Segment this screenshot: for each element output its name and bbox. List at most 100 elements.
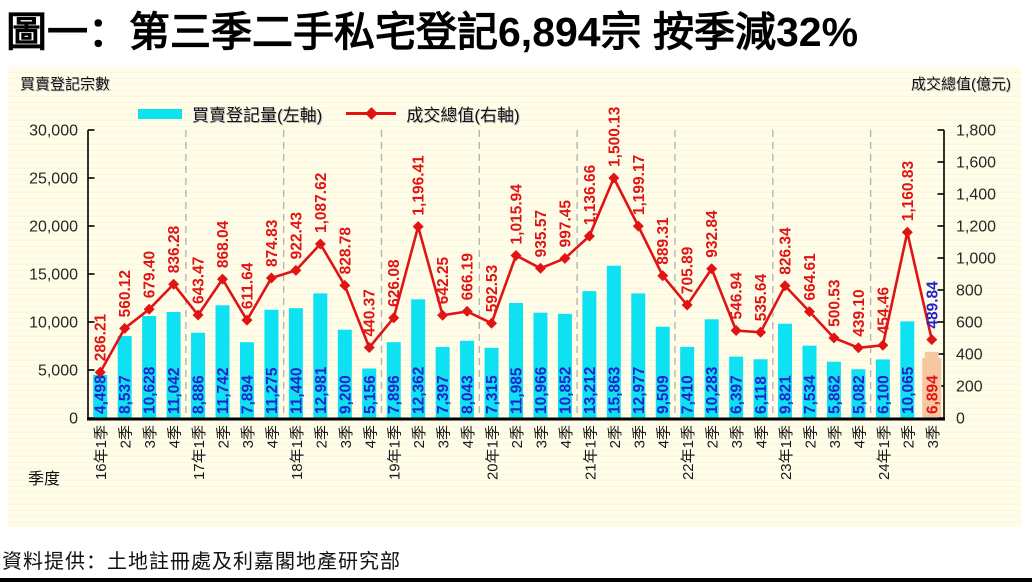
- diamond-marker-icon: [877, 339, 889, 351]
- bar: [900, 321, 915, 418]
- x-axis-category-label: 3季: [729, 425, 746, 448]
- line-value-label: 592.53: [484, 264, 501, 312]
- line-value-label: 932.84: [704, 210, 721, 258]
- diamond-marker-icon: [241, 314, 253, 326]
- line-value-label: 626.08: [386, 259, 403, 307]
- bar: [533, 312, 548, 418]
- x-axis-category-label: 3季: [142, 425, 159, 448]
- x-axis-category-label: 17年1季: [191, 425, 208, 480]
- line-value-label: 1,087.62: [313, 173, 330, 233]
- line-value-label: 439.10: [851, 289, 868, 336]
- diamond-marker-icon: [143, 303, 155, 315]
- bar: [509, 302, 523, 418]
- bar: [435, 346, 450, 418]
- bar: [386, 342, 401, 418]
- bar-value-label: 12,977: [631, 367, 648, 414]
- diamond-marker-icon: [534, 262, 546, 274]
- x-axis-category-label: 2季: [313, 425, 330, 448]
- diamond-marker-icon: [583, 230, 595, 242]
- bar-value-label: 9,821: [778, 375, 795, 414]
- x-axis-category-label: 4季: [167, 425, 184, 448]
- bar-value-label: 6,397: [729, 375, 746, 414]
- line-value-label: 1,160.83: [900, 161, 917, 222]
- x-axis-category-label: 4季: [754, 425, 771, 448]
- bar: [264, 309, 279, 418]
- bar: [313, 293, 328, 418]
- bar: [875, 359, 890, 418]
- chart-title: 圖一：第三季二手私宅登記6,894宗 按季減32%: [6, 9, 859, 55]
- right-axis-title: 成交總值(億元): [911, 76, 1011, 93]
- bar-value-label: 7,534: [802, 375, 819, 414]
- bar-value-label: 8,043: [460, 375, 477, 414]
- x-axis-category-label: 3季: [240, 425, 257, 448]
- line-value-label: 1,136.66: [582, 164, 599, 225]
- line-value-label: 500.53: [826, 279, 843, 327]
- line-value-label: 1,199.17: [631, 155, 648, 215]
- diamond-marker-icon: [755, 326, 767, 338]
- x-axis-category-label: 19年1季: [387, 425, 404, 480]
- right-axis-tick-label: 1,000: [956, 251, 996, 268]
- line-value-label: 705.89: [680, 246, 697, 294]
- left-axis-tick-label: 0: [69, 411, 78, 428]
- right-axis-tick-label: 200: [956, 379, 983, 396]
- diamond-marker-icon: [94, 366, 106, 378]
- bar-value-label: 5,156: [362, 375, 379, 414]
- bar: [778, 323, 793, 418]
- x-axis-title: 季度: [28, 471, 61, 488]
- bar-value-label: 11,985: [509, 367, 526, 414]
- line-value-label: 489.84: [924, 281, 941, 329]
- line-value-label: 1,196.41: [411, 155, 428, 216]
- bar-series-legend-label: 買賣登記量(左軸): [192, 106, 323, 125]
- line-series-legend-label: 成交總值(右軸): [406, 106, 520, 125]
- x-axis-category-label: 22年1季: [680, 425, 697, 480]
- line-value-label: 997.45: [557, 200, 574, 248]
- line-value-label: 611.64: [239, 262, 256, 309]
- x-axis-category-label: 21年1季: [582, 425, 599, 480]
- bar-value-label: 8,886: [191, 375, 208, 414]
- diamond-marker-icon: [706, 263, 718, 275]
- x-axis-category-label: 3季: [925, 425, 942, 448]
- bar: [631, 293, 646, 418]
- x-axis-category-label: 3季: [533, 425, 550, 448]
- diamond-marker-icon: [412, 221, 424, 233]
- x-axis-category-label: 4季: [851, 425, 868, 448]
- right-axis-tick-label: 800: [956, 283, 983, 300]
- bar-value-label: 7,896: [386, 375, 403, 414]
- bar-value-label: 15,863: [606, 366, 623, 414]
- highlight-label-bg: [922, 358, 942, 417]
- x-axis-category-label: 2季: [509, 425, 526, 448]
- x-axis-category-label: 2季: [216, 425, 233, 448]
- bar-value-label: 5,862: [826, 375, 843, 414]
- x-axis-category-label: 2季: [607, 425, 624, 448]
- right-axis-tick-label: 400: [956, 347, 983, 364]
- line-value-label: 874.83: [264, 219, 281, 267]
- diamond-marker-icon: [290, 264, 302, 276]
- diamond-marker-icon: [461, 305, 473, 317]
- chart-panel: 買賣登記宗數 成交總值(億元) 買賣登記量(左軸) 成交總值(右軸) 0 5,00…: [8, 67, 1021, 527]
- diamond-marker-icon: [608, 172, 620, 184]
- x-axis-category-label: 3季: [338, 425, 355, 448]
- x-axis-category-label: 2季: [411, 425, 428, 448]
- bar: [239, 342, 254, 418]
- line-value-label: 440.37: [362, 289, 379, 336]
- bar-value-label: 5,082: [851, 375, 868, 414]
- diamond-marker-icon: [803, 306, 815, 318]
- line-value-label: 454.46: [875, 286, 892, 334]
- x-axis-category-label: 4季: [558, 425, 575, 448]
- line-value-label: 286.21: [93, 313, 110, 361]
- diamond-marker-icon: [192, 309, 204, 321]
- x-axis-category-label: 2季: [900, 425, 917, 448]
- line-value-label: 868.04: [215, 220, 232, 268]
- diamond-marker-icon: [314, 238, 326, 250]
- right-axis-tick-label: 600: [956, 315, 983, 332]
- line-value-label: 642.25: [435, 256, 452, 304]
- line-value-label: 560.12: [117, 270, 134, 317]
- bar: [337, 329, 352, 418]
- bar-value-label: 8,537: [117, 375, 134, 414]
- bar: [142, 315, 157, 418]
- bar: [582, 291, 597, 418]
- diamond-marker-icon: [559, 252, 571, 264]
- bar: [93, 374, 108, 418]
- bar: [191, 332, 206, 418]
- bar-value-label: 6,118: [753, 376, 770, 414]
